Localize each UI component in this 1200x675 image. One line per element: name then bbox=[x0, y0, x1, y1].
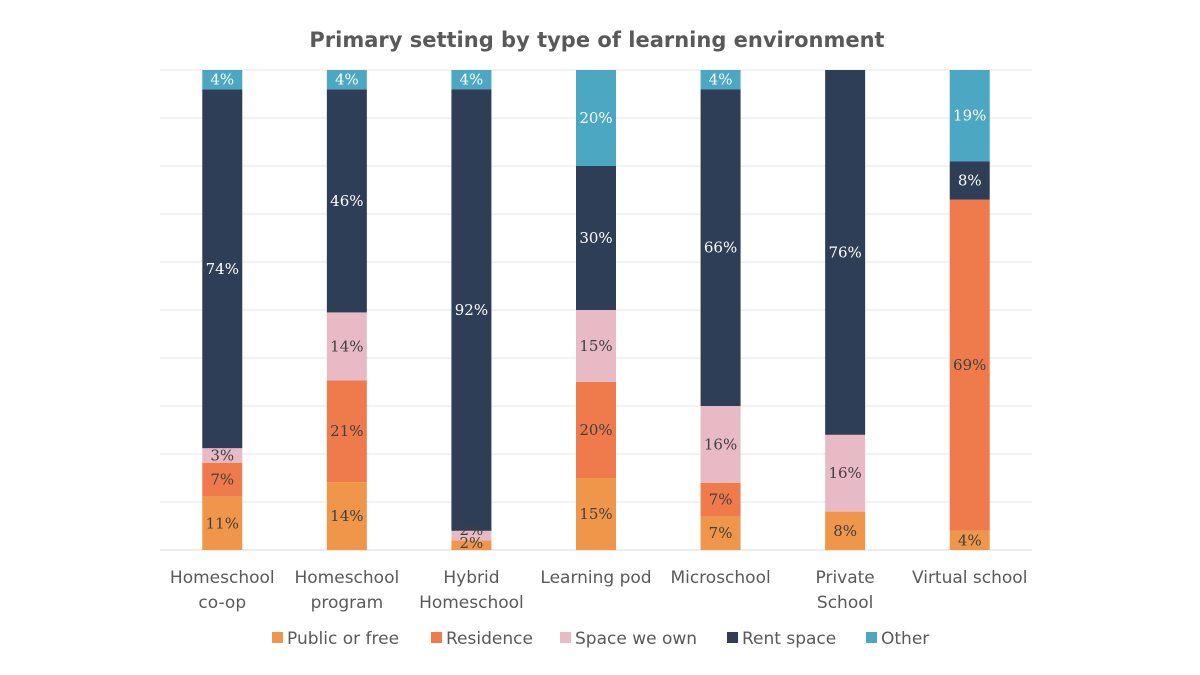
chart-title: Primary setting by type of learning envi… bbox=[309, 28, 884, 52]
legend-swatch bbox=[431, 632, 442, 643]
category-label: Homeschool bbox=[170, 568, 275, 588]
data-label: 15% bbox=[579, 337, 612, 355]
category-label: co-op bbox=[198, 593, 246, 613]
bars bbox=[202, 70, 990, 550]
category-label: Hybrid bbox=[443, 568, 499, 588]
bar-segment bbox=[326, 312, 367, 381]
data-label: 4% bbox=[460, 71, 484, 89]
data-label: 20% bbox=[579, 109, 612, 127]
bar-segment bbox=[202, 70, 243, 90]
bar-segment bbox=[949, 530, 990, 550]
bar-segment bbox=[326, 70, 367, 90]
category-label: Homeschool bbox=[294, 568, 399, 588]
legend-label: Public or free bbox=[287, 629, 399, 649]
data-label: 76% bbox=[828, 243, 861, 261]
data-label: 92% bbox=[455, 301, 488, 319]
data-label: 66% bbox=[704, 239, 737, 257]
bar-segment bbox=[576, 478, 616, 550]
data-label: 46% bbox=[330, 192, 363, 210]
data-label: 2% bbox=[460, 534, 484, 552]
bar-segment bbox=[700, 516, 741, 550]
bar-segment bbox=[825, 434, 866, 512]
data-label: 3% bbox=[210, 446, 234, 464]
data-label: 74% bbox=[206, 260, 239, 278]
category-label: Private bbox=[816, 568, 875, 588]
category-label: School bbox=[817, 593, 873, 613]
legend-swatch bbox=[560, 632, 571, 643]
bar-segment bbox=[700, 482, 741, 517]
bar-segment bbox=[576, 70, 616, 166]
data-label: 8% bbox=[958, 171, 982, 189]
data-labels: 11% 7% 3% 74% 4% 14% 21% 14% 46% 4% 2%2% 92% 4% 15% 20… bbox=[206, 71, 987, 552]
bar-segment bbox=[326, 380, 367, 483]
legend: Public or free Residence Space we own Rent … bbox=[272, 629, 929, 649]
bar-segment bbox=[576, 382, 616, 478]
bar-segment bbox=[326, 482, 367, 550]
bar-segment bbox=[700, 89, 741, 406]
data-label: 14% bbox=[330, 337, 363, 355]
bar-segment bbox=[451, 540, 492, 550]
bar-segment bbox=[576, 310, 616, 382]
legend-label: Space we own bbox=[575, 629, 697, 649]
data-label: 20% bbox=[579, 421, 612, 439]
bar-segment bbox=[202, 89, 243, 449]
data-label: 8% bbox=[833, 522, 857, 540]
bar-segment bbox=[576, 166, 616, 310]
data-label: 7% bbox=[709, 491, 733, 509]
bar-segment bbox=[949, 70, 990, 162]
legend-label: Residence bbox=[446, 629, 533, 649]
bar-segment bbox=[949, 199, 990, 531]
bar-segment bbox=[202, 462, 243, 497]
category-label: Learning pod bbox=[540, 568, 651, 588]
data-label: 4% bbox=[335, 71, 359, 89]
data-label: 15% bbox=[579, 505, 612, 523]
bar-segment bbox=[825, 70, 866, 435]
bar-segment bbox=[202, 496, 243, 550]
legend-swatch bbox=[272, 632, 283, 643]
bar-segment bbox=[700, 70, 741, 90]
category-label: Microschool bbox=[670, 568, 770, 588]
category-label: Homeschool bbox=[419, 593, 524, 613]
data-label: 7% bbox=[210, 471, 234, 489]
data-label: 4% bbox=[958, 531, 982, 549]
data-label: 21% bbox=[330, 422, 363, 440]
data-label: 69% bbox=[953, 356, 986, 374]
bar-segment bbox=[451, 530, 492, 541]
category-label: Virtual school bbox=[912, 568, 1027, 588]
category-labels: Homeschool co-op Homeschool program Hybrid Ho… bbox=[170, 568, 1028, 613]
legend-label: Other bbox=[881, 629, 929, 649]
bar-segment bbox=[700, 406, 741, 483]
bar-segment bbox=[451, 70, 492, 90]
data-label: 19% bbox=[953, 107, 986, 125]
bar-segment bbox=[451, 89, 492, 531]
category-label: program bbox=[311, 593, 384, 613]
bar-segment bbox=[326, 89, 367, 313]
data-label: 14% bbox=[330, 507, 363, 525]
legend-swatch bbox=[727, 632, 738, 643]
bar-segment bbox=[949, 161, 990, 200]
data-label: 4% bbox=[210, 71, 234, 89]
data-label: 16% bbox=[704, 435, 737, 453]
data-label: 2% bbox=[460, 521, 484, 539]
bar-segment bbox=[202, 448, 243, 463]
data-label: 7% bbox=[709, 524, 733, 542]
data-label: 16% bbox=[828, 464, 861, 482]
legend-label: Rent space bbox=[742, 629, 836, 649]
data-label: 30% bbox=[579, 229, 612, 247]
bar-segment bbox=[825, 511, 866, 550]
data-label: 11% bbox=[206, 514, 239, 532]
legend-swatch bbox=[866, 632, 877, 643]
data-label: 4% bbox=[709, 71, 733, 89]
